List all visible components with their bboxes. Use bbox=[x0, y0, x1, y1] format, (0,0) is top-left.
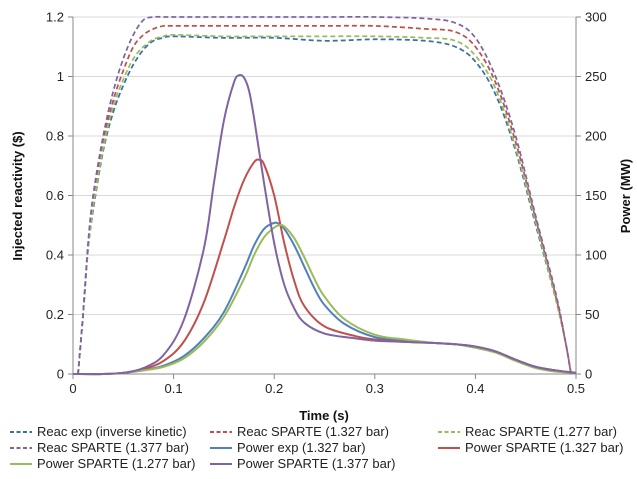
y2-tick-label-4: 200 bbox=[585, 129, 607, 144]
series-line-2 bbox=[77, 33, 572, 375]
y2-tick-label-5: 250 bbox=[585, 69, 607, 84]
series-line-7 bbox=[72, 73, 577, 376]
legend-label-4: Power exp (1.327 bar) bbox=[237, 440, 366, 455]
x-tick-label-3: 0.3 bbox=[366, 381, 384, 396]
y2-tick-label-2: 100 bbox=[585, 248, 607, 263]
y2-tick-label-1: 50 bbox=[585, 307, 599, 322]
tick-layer: 0 0.1 0.2 0.3 0.4 0.500.20.40.60.811.20501001… bbox=[46, 10, 607, 397]
y-tick-label-6: 1.2 bbox=[46, 10, 64, 25]
x-axis-title: Time (s) bbox=[299, 408, 349, 423]
y-tick-label-4: 0.8 bbox=[46, 129, 64, 144]
x-tick-label-0: 0 bbox=[69, 381, 76, 396]
legend-label-6: Power SPARTE (1.277 bar) bbox=[37, 456, 195, 471]
x-tick-label-1: 0.1 bbox=[165, 381, 183, 396]
legend-label-1: Reac SPARTE (1.327 bar) bbox=[237, 424, 389, 439]
legend-label-5: Power SPARTE (1.327 bar) bbox=[465, 440, 623, 455]
y-tick-label-1: 0.2 bbox=[46, 307, 64, 322]
series-line-1 bbox=[77, 24, 572, 375]
x-tick-label-5: 0.5 bbox=[567, 381, 585, 396]
series-line-3 bbox=[77, 15, 572, 375]
legend-label-2: Reac SPARTE (1.277 bar) bbox=[465, 424, 617, 439]
y2-tick-label-3: 150 bbox=[585, 188, 607, 203]
x-tick-label-4: 0.4 bbox=[466, 381, 484, 396]
y-tick-label-2: 0.4 bbox=[46, 248, 64, 263]
legend: Reac exp (inverse kinetic) Reac SPARTE (1… bbox=[10, 424, 623, 471]
x-tick-label-2: 0.2 bbox=[265, 381, 283, 396]
y-axis-title: Injected reactivity ($) bbox=[10, 131, 25, 260]
legend-label-0: Reac exp (inverse kinetic) bbox=[37, 424, 187, 439]
legend-label-7: Power SPARTE (1.377 bar) bbox=[237, 456, 395, 471]
y-tick-label-0: 0 bbox=[57, 367, 64, 382]
y2-tick-label-6: 300 bbox=[585, 10, 607, 25]
y-tick-label-3: 0.6 bbox=[46, 188, 64, 203]
y2-axis-title: Power (MW) bbox=[618, 159, 633, 233]
y2-tick-label-0: 0 bbox=[585, 367, 592, 382]
series-layer bbox=[72, 15, 577, 376]
y-tick-label-5: 1 bbox=[57, 69, 64, 84]
series-line-6 bbox=[72, 223, 577, 376]
legend-label-3: Reac SPARTE (1.377 bar) bbox=[37, 440, 189, 455]
